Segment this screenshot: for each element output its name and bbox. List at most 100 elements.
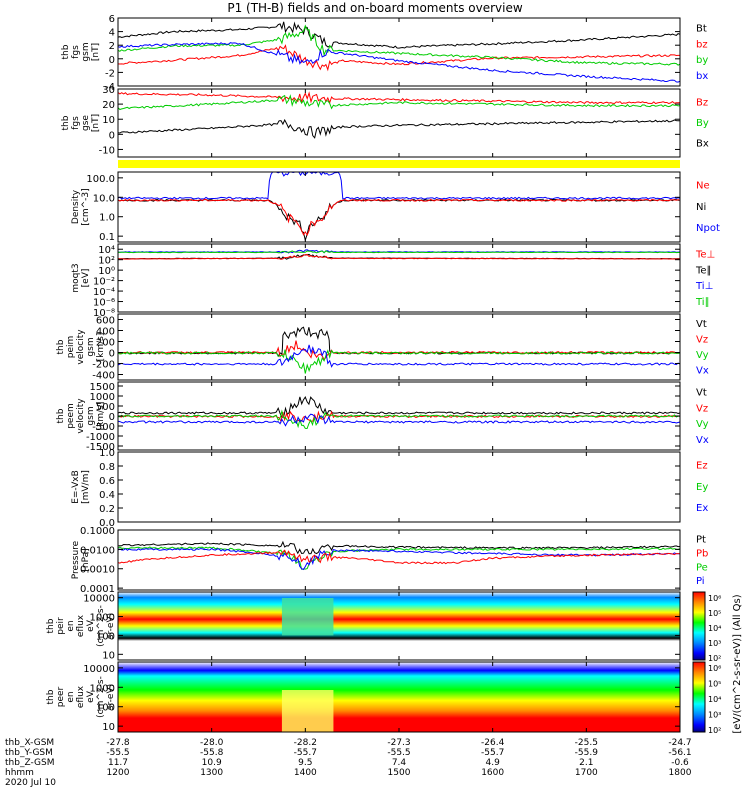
axis-row-value: 1400 [294, 768, 317, 778]
y-label-line: eV [86, 690, 96, 703]
date-label: 2020 Jul 10 [5, 778, 56, 788]
panel-frame [117, 529, 681, 591]
y-label-line: sr-eV) [106, 613, 116, 639]
colorbar-top [692, 591, 706, 661]
series-temperature-Ti∥ [117, 250, 681, 254]
axis-row-value: -24.7 [668, 738, 691, 748]
y-label-line: [nT] [91, 114, 101, 132]
colorbar-tick: 10⁴ [708, 695, 721, 704]
legend-Ey: Ey [696, 482, 708, 493]
y-tick-label: 200 [96, 338, 115, 349]
y-label-line: thb [46, 618, 56, 633]
legend-Vt: Vt [696, 319, 707, 330]
y-tick-label: 0 [109, 55, 115, 66]
y-label-line: [nPa] [81, 548, 91, 571]
y-tick-label: 500 [96, 402, 115, 413]
colorbar-tick: 10⁶ [708, 594, 721, 603]
panel-peir-eflux: 10000 1000 100 10 thb peir en eflux eV (cm^2-s-sr… [46, 591, 681, 661]
y-label-line: [km/s] [96, 333, 106, 362]
axis-row-value: -55.5 [387, 748, 410, 758]
axis-row-value: -55.9 [575, 748, 599, 758]
panel-fgs-gse: 30 20 10 0 -10 thb fgs gse [nT] Bz By Bx [61, 85, 709, 158]
y-tick-label: -200 [92, 360, 115, 371]
legend-Bz: Bz [696, 97, 708, 108]
series-fgs-gsm-Bt [117, 21, 681, 49]
y-tick-label: 10.0 [93, 193, 115, 204]
y-label-line: fgs [71, 45, 81, 59]
series-peim-velocity-Vy [117, 349, 681, 374]
legend-Vx: Vx [696, 365, 709, 376]
legend-Vy: Vy [696, 419, 709, 430]
legend-Bx: Bx [696, 139, 709, 150]
heatmap-gap [281, 690, 334, 732]
series-fgs-gsm-bx [117, 42, 681, 83]
colorbar-tick: 10² [708, 726, 721, 735]
axis-row-value: 2.1 [579, 758, 593, 768]
y-tick-label: 0.0 [99, 518, 115, 529]
y-tick-label: 1000 [90, 613, 115, 624]
axis-row-value: -0.6 [671, 758, 689, 768]
y-label-line: en [66, 691, 76, 702]
axis-row-label: thb_Z-GSM [5, 758, 54, 768]
panel-frame [117, 88, 681, 158]
panel-frame [117, 313, 681, 381]
legend-Vz: Vz [696, 335, 708, 346]
legend-bz: bz [696, 39, 708, 50]
panel-density: 100.0 10.0 1.0 0.1 Density [cm^-3] Ne Ni Npot [71, 171, 720, 243]
y-tick-label: 1500 [90, 382, 115, 393]
panel-frame [117, 243, 681, 313]
legend-Bt: Bt [696, 23, 707, 34]
y-label-line: thb [56, 339, 66, 354]
y-label-line: gse [81, 115, 91, 131]
colorbar-tick: 10⁴ [708, 624, 721, 633]
panel-frame [117, 451, 681, 523]
y-label-line: gsm [86, 406, 96, 425]
y-label-line: peim [66, 336, 76, 359]
legend-Npot: Npot [696, 223, 720, 234]
axis-row-value: 1800 [669, 768, 692, 778]
axis-row-label: hhmm [5, 768, 34, 778]
legend-Vx: Vx [696, 435, 709, 446]
y-label-line: E=-VxB [71, 470, 81, 504]
y-label-line: (cm^2-s- [96, 605, 106, 647]
axis-row-value: -55.5 [106, 748, 129, 758]
y-label-line: thb [61, 115, 71, 130]
legend-By: By [696, 118, 709, 129]
y-label-line: [eV] [81, 269, 91, 288]
panel-peer-eflux: 10000 1000 100 10 thb peer en eflux eV (cm^2-s-sr… [46, 661, 681, 733]
colorbar-tick: 10² [708, 654, 721, 663]
quality-flag-bar [118, 160, 680, 168]
y-tick-label: 100 [96, 631, 115, 642]
colorbar-tick: 10³ [708, 711, 721, 720]
axis-row-value: 7.4 [392, 758, 407, 768]
axis-row-value: -26.4 [481, 738, 505, 748]
legend-Te⊥: Te⊥ [695, 249, 715, 260]
legend-Ti⊥: Ti⊥ [695, 281, 713, 292]
axis-row-value: -27.8 [106, 738, 130, 748]
axis-row-value: 1200 [107, 768, 130, 778]
axis-row-label: thb_Y-GSM [5, 748, 53, 758]
series-fgs-gsm-by [117, 24, 681, 66]
legend-Te∥: Te∥ [695, 265, 712, 276]
series-peim-velocity-Vx [117, 344, 681, 368]
y-axis-label: Density [cm^-3] [71, 188, 91, 225]
axis-row-value: 4.9 [486, 758, 501, 768]
legend-Pi: Pi [696, 576, 705, 587]
y-tick-label: 30 [102, 85, 115, 96]
y-tick-label: 4 [109, 28, 115, 39]
legend-Pe: Pe [696, 562, 708, 573]
panel-frame [117, 17, 681, 87]
legend-Ti∥: Ti∥ [695, 297, 710, 308]
y-tick-label: 600 [96, 316, 115, 327]
panel-fgs-gsm: 6 4 2 0 -2 -4 thb fgs gsm [nT] Bt bz by bx [61, 14, 708, 93]
axis-row-label: thb_X-GSM [5, 738, 54, 748]
y-tick-label: 0.0001 [80, 584, 115, 595]
y-tick-label: 10⁴ [98, 245, 115, 256]
legend-Vy: Vy [696, 350, 709, 361]
axis-row-value: -55.7 [481, 748, 504, 758]
colorbar-tick: 10⁵ [708, 609, 721, 618]
y-label-line: velocity [76, 398, 86, 434]
y-tick-label: 0.0100 [80, 545, 115, 556]
